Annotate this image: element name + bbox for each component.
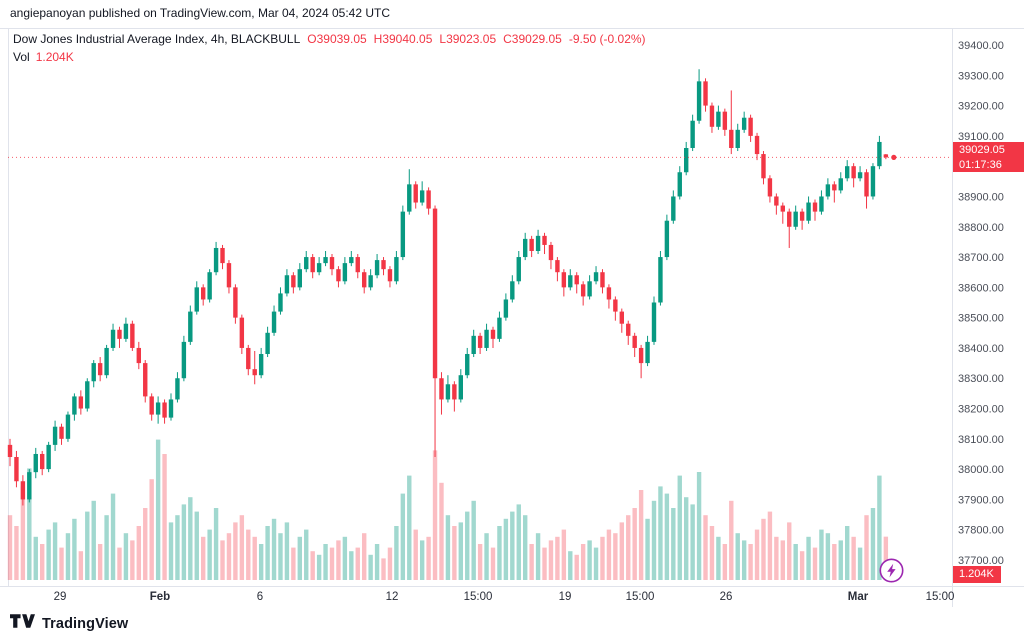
tradingview-logo-icon[interactable] — [10, 614, 35, 633]
svg-text:38500.00: 38500.00 — [958, 313, 1004, 325]
svg-text:26: 26 — [720, 591, 733, 603]
tradingview-brand[interactable]: TradingView — [42, 615, 129, 632]
svg-text:38800.00: 38800.00 — [958, 222, 1004, 234]
svg-text:29: 29 — [54, 591, 67, 603]
boost-lightning-button[interactable] — [878, 557, 905, 584]
legend-volume-row: Vol 1.204K — [13, 50, 653, 65]
svg-text:Feb: Feb — [150, 591, 170, 603]
svg-text:38200.00: 38200.00 — [958, 404, 1004, 416]
ohlc-high: H39040.05 — [373, 32, 433, 46]
svg-text:15:00: 15:00 — [464, 591, 493, 603]
price-badge: 39029.05 01:17:36 — [953, 142, 1024, 172]
legend-ohlc-row: Dow Jones Industrial Average Index, 4h, … — [13, 32, 653, 47]
svg-text:15:00: 15:00 — [926, 591, 955, 603]
svg-text:Mar: Mar — [848, 591, 869, 603]
svg-text:38400.00: 38400.00 — [958, 343, 1004, 355]
svg-text:37900.00: 37900.00 — [958, 494, 1004, 506]
svg-text:39300.00: 39300.00 — [958, 70, 1004, 82]
price-change: -9.50 (-0.02%) — [568, 32, 646, 46]
ohlc-close: C39029.05 — [503, 32, 562, 46]
svg-text:12: 12 — [386, 591, 399, 603]
publish-attribution: angiepanoyan published on TradingView.co… — [10, 6, 391, 20]
ohlc-open: O39039.05 — [307, 32, 367, 46]
svg-text:19: 19 — [559, 591, 572, 603]
volume-value: 1.204K — [35, 50, 74, 64]
svg-text:39400.00: 39400.00 — [958, 40, 1004, 52]
svg-text:38000.00: 38000.00 — [958, 464, 1004, 476]
last-price-value: 39029.05 — [959, 144, 1005, 156]
svg-text:38700.00: 38700.00 — [958, 252, 1004, 264]
lightning-icon — [878, 558, 905, 587]
bar-countdown: 01:17:36 — [959, 159, 1002, 171]
svg-text:39200.00: 39200.00 — [958, 101, 1004, 113]
svg-text:6: 6 — [257, 591, 263, 603]
volume-axis-badge: 1.204K — [953, 566, 1001, 583]
svg-text:39100.00: 39100.00 — [958, 131, 1004, 143]
svg-text:38900.00: 38900.00 — [958, 192, 1004, 204]
ohlc-low: L39023.05 — [439, 32, 497, 46]
svg-text:15:00: 15:00 — [626, 591, 655, 603]
svg-text:37800.00: 37800.00 — [958, 525, 1004, 537]
svg-text:38100.00: 38100.00 — [958, 434, 1004, 446]
svg-text:37700.00: 37700.00 — [958, 555, 1004, 567]
symbol-title[interactable]: Dow Jones Industrial Average Index, 4h, … — [13, 32, 301, 46]
volume-label: Vol — [13, 50, 30, 64]
svg-text:38300.00: 38300.00 — [958, 373, 1004, 385]
chart-legend: Dow Jones Industrial Average Index, 4h, … — [13, 32, 653, 65]
svg-text:38600.00: 38600.00 — [958, 282, 1004, 294]
footer-branding: TradingView — [10, 614, 128, 633]
